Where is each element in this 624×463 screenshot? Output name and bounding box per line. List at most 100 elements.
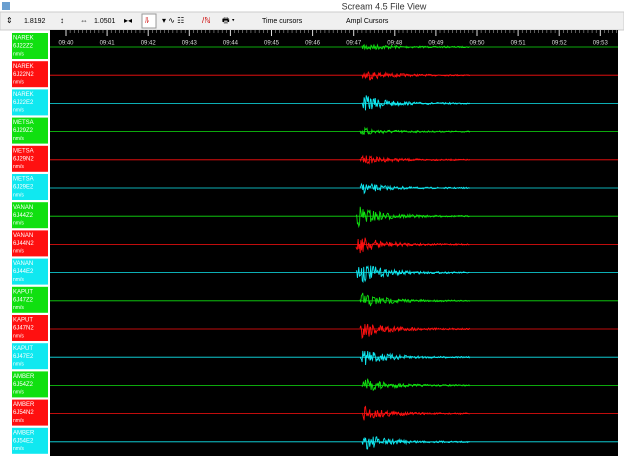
toolbar-button[interactable] (141, 13, 157, 29)
channel-code: 6J44Z2 (13, 213, 34, 219)
station-name: METSA (13, 120, 34, 126)
time-label: 09:53 (593, 41, 609, 47)
channel-label (12, 145, 48, 172)
channel-label (12, 399, 48, 426)
channel-units: nm/s (13, 108, 24, 114)
waveform (361, 95, 471, 111)
waveform (361, 378, 471, 392)
station-name: VANAN (13, 261, 33, 267)
station-name: AMBER (13, 374, 35, 380)
time-label: 09:51 (511, 41, 527, 47)
toolbar-icon[interactable]: ↕ (60, 16, 64, 25)
waveform (355, 265, 470, 284)
time-label: 09:47 (346, 41, 362, 47)
channel-units: nm/s (13, 390, 24, 396)
title-bar (0, 0, 624, 12)
channel-code: 6J29E2 (13, 185, 34, 191)
channel-label (12, 202, 48, 229)
ampl-cursors-button[interactable]: Ampl Cursors (346, 18, 389, 25)
channel-units: nm/s (13, 362, 24, 368)
channel-code: 6J47E2 (13, 354, 34, 360)
time-label: 09:52 (552, 41, 568, 47)
channel-units: nm/s (13, 221, 24, 227)
toolbar-icon[interactable]: ⇕ (6, 16, 13, 25)
waveform (359, 323, 471, 340)
time-label: 09:48 (387, 41, 403, 47)
station-name: NAREK (13, 92, 34, 98)
station-name: KAPUT (13, 289, 33, 295)
channel-label (12, 61, 48, 88)
channel-units: nm/s (13, 249, 24, 255)
station-name: AMBER (13, 430, 35, 436)
channel-units: nm/s (13, 51, 24, 57)
channel-label (12, 258, 48, 285)
channel-label (12, 33, 48, 59)
channel-code: 6J54N2 (13, 410, 34, 416)
channel-code: 6J44E2 (13, 269, 34, 275)
channel-labels: NAREK6J22Z2nm/sNAREK6J22N2nm/sNAREK6J22E… (12, 33, 48, 454)
channel-code: 6J22E2 (13, 100, 34, 106)
channel-units: nm/s (13, 305, 24, 311)
channel-label (12, 315, 48, 341)
time-axis: 09:40 09:41 09:42 09:43 09:44 09:45 09:46 09:47… (58, 30, 617, 47)
station-name: KAPUT (13, 318, 33, 324)
time-label: 09:41 (100, 41, 116, 47)
time-label: 09:50 (469, 41, 485, 47)
traces (50, 43, 618, 450)
station-name: VANAN (13, 205, 33, 211)
station-name: METSA (13, 148, 34, 154)
time-label: 09:46 (305, 41, 321, 47)
channel-code: 6J54E2 (13, 438, 34, 444)
station-name: VANAN (13, 233, 33, 239)
channel-units: nm/s (13, 446, 24, 452)
station-name: AMBER (13, 402, 35, 408)
waveform (361, 436, 471, 450)
time-cursors-button[interactable]: Time cursors (262, 18, 303, 25)
toolbar-icon[interactable]: ▾ ∿ ☷ (162, 16, 184, 25)
channel-label (12, 371, 48, 398)
toolbar-icon[interactable]: 🖶 ▾ (222, 16, 235, 25)
channel-code: 6J54Z2 (13, 382, 34, 388)
station-name: NAREK (13, 36, 34, 42)
channel-label (12, 286, 48, 313)
waveform (359, 126, 471, 136)
channel-code: 6J22N2 (13, 72, 34, 78)
channel-label (12, 230, 48, 257)
app-icon (2, 2, 10, 10)
toolbar-icon[interactable]: /ℕ (202, 16, 211, 25)
time-label: 09:49 (428, 41, 444, 47)
waveform (355, 237, 470, 254)
waveform (359, 350, 471, 366)
channel-label (12, 174, 48, 200)
channel-code: 6J22Z2 (13, 44, 34, 50)
toolbar-value: 1.8192 (24, 18, 46, 25)
waveform (359, 182, 471, 195)
waveform (355, 206, 470, 229)
window-title: Scream 4.5 File View (342, 1, 427, 11)
station-name: NAREK (13, 64, 34, 70)
channel-units: nm/s (13, 333, 24, 339)
toolbar-value: 1.0501 (94, 18, 116, 25)
channel-code: 6J47N2 (13, 326, 34, 332)
time-label: 09:45 (264, 41, 280, 47)
toolbar-icon[interactable]: ▸◂ (124, 16, 132, 25)
time-label: 09:42 (141, 41, 157, 47)
channel-label (12, 117, 48, 144)
channel-code: 6J29Z2 (13, 128, 34, 134)
waveform (359, 154, 471, 165)
channel-units: nm/s (13, 80, 24, 86)
trace-panel (50, 30, 618, 456)
channel-units: nm/s (13, 418, 24, 424)
waveform (361, 70, 470, 81)
station-name: KAPUT (13, 346, 33, 352)
waveform (361, 405, 470, 421)
time-label: 09:43 (182, 41, 198, 47)
toolbar-icon: ﾙ (145, 16, 149, 25)
channel-code: 6J47Z2 (13, 297, 34, 303)
channel-code: 6J29N2 (13, 156, 34, 162)
channel-label (12, 89, 48, 116)
channel-units: nm/s (13, 192, 24, 198)
toolbar-icon[interactable]: ⇔ (80, 16, 88, 25)
time-label: 09:44 (223, 41, 239, 47)
